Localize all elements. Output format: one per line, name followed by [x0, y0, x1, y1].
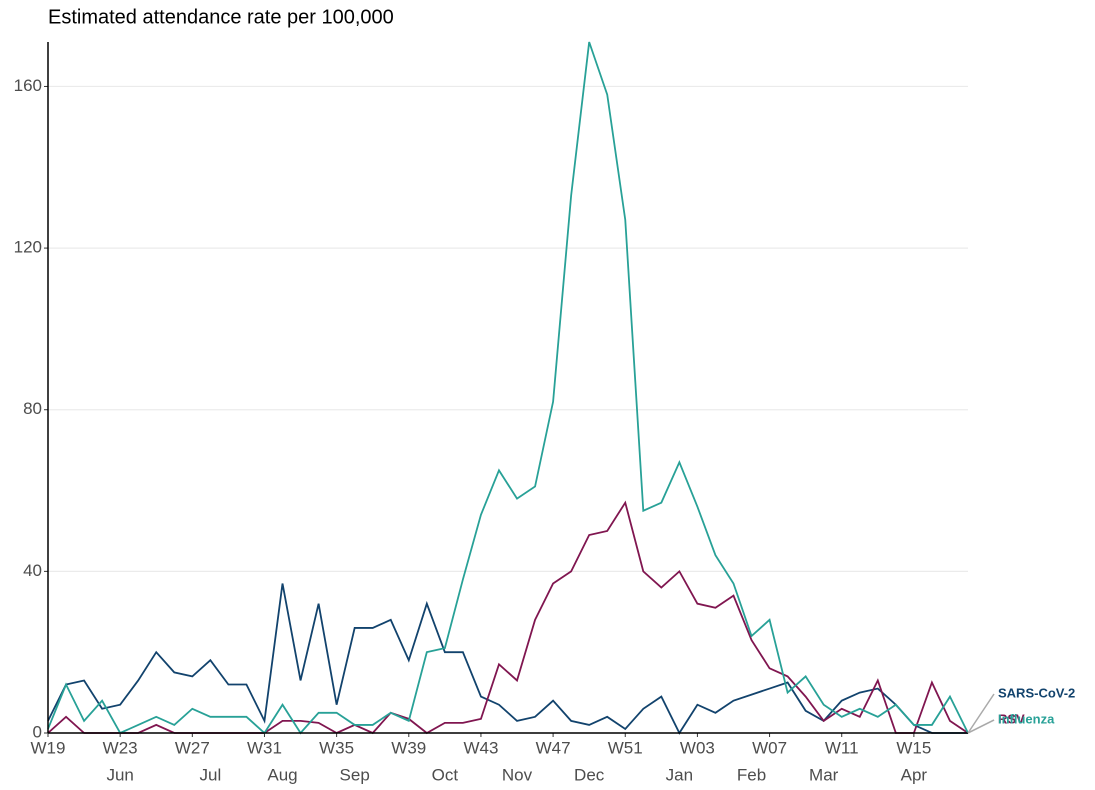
x-tick-label: W31	[247, 738, 282, 757]
x-tick-label: W23	[103, 738, 138, 757]
y-tick-label: 160	[14, 76, 42, 95]
legend-label: RSV	[998, 711, 1025, 726]
month-label: Mar	[809, 765, 839, 784]
month-label: Apr	[901, 765, 928, 784]
series-line	[47, 500, 969, 735]
x-tick-label: W19	[31, 738, 66, 757]
month-label: Oct	[432, 765, 459, 784]
x-tick-label: W07	[752, 738, 787, 757]
month-label: Jul	[199, 765, 221, 784]
month-label: Dec	[574, 765, 605, 784]
month-label: Feb	[737, 765, 766, 784]
x-tick-label: W43	[463, 738, 498, 757]
x-tick-label: W27	[175, 738, 210, 757]
legend-connector	[967, 719, 995, 734]
x-tick-label: W15	[896, 738, 931, 757]
month-label: Jun	[106, 765, 133, 784]
legend-label: SARS-CoV-2	[998, 685, 1075, 700]
x-tick-label: W47	[536, 738, 571, 757]
legend-connector	[967, 693, 995, 734]
legend-label: Influenza	[998, 711, 1055, 726]
x-tick-label: W39	[391, 738, 426, 757]
series-line	[47, 41, 969, 735]
x-tick-label: W51	[608, 738, 643, 757]
y-tick-label: 0	[33, 722, 42, 741]
x-tick-label: W11	[825, 738, 859, 757]
month-label: Nov	[502, 765, 533, 784]
x-tick-label: W03	[680, 738, 715, 757]
y-tick-label: 80	[23, 399, 42, 418]
month-label: Aug	[267, 765, 297, 784]
x-tick-label: W35	[319, 738, 354, 757]
y-tick-label: 120	[14, 238, 42, 257]
y-tick-label: 40	[23, 561, 42, 580]
chart-title: Estimated attendance rate per 100,000	[48, 6, 394, 28]
month-label: Jan	[666, 765, 693, 784]
month-label: Sep	[340, 765, 370, 784]
series-line	[47, 583, 968, 735]
